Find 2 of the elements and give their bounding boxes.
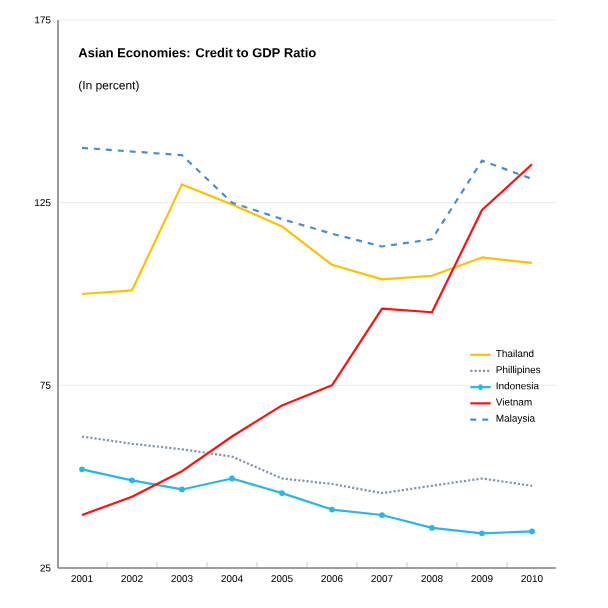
line-series xyxy=(80,435,534,495)
line-series xyxy=(80,183,534,296)
